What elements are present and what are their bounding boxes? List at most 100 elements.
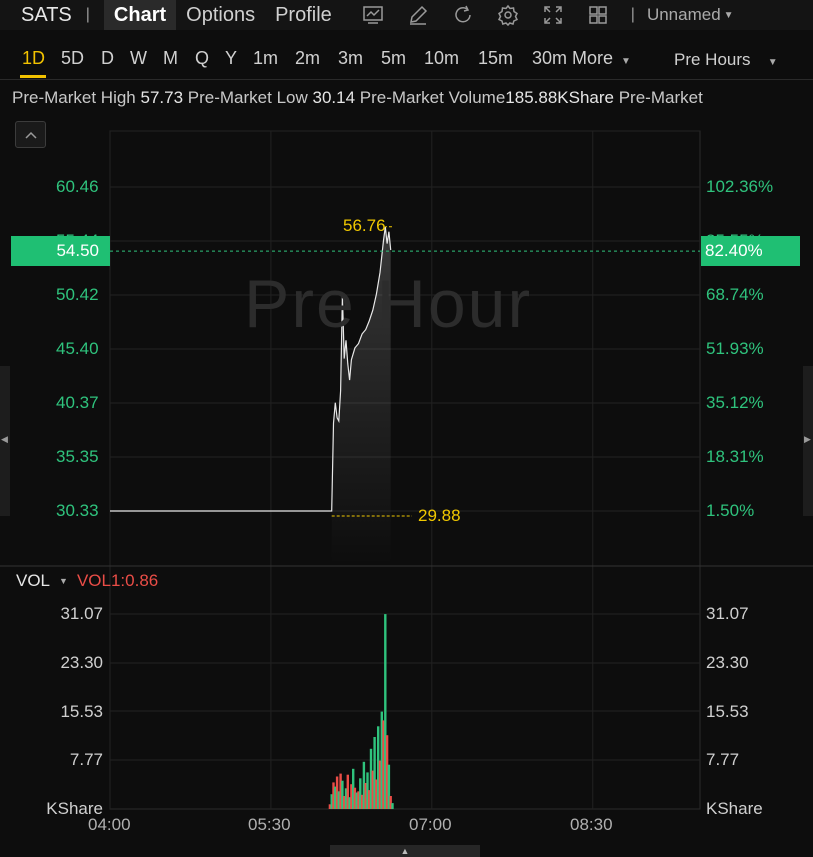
settings-gear-icon[interactable]: [496, 4, 520, 26]
volume-panel-header: VOL ▼ VOL1:0.86: [16, 571, 158, 591]
volume-label[interactable]: VOL: [16, 571, 51, 590]
volume-bar: [369, 748, 373, 809]
period-5d[interactable]: 5D: [61, 48, 85, 68]
volume-bar: [387, 764, 391, 809]
left-panel-handle[interactable]: ◀: [0, 366, 10, 516]
session-label: Pre Hours: [674, 50, 751, 69]
price-area-fill: [331, 226, 391, 566]
period-3m[interactable]: 3m: [338, 48, 364, 68]
more-periods-label: More: [572, 48, 614, 68]
session-watermark: Pre Hour: [244, 266, 533, 342]
layout-separator: |: [630, 6, 635, 23]
low-value: 30.14: [312, 88, 356, 107]
volume-bar: [368, 790, 371, 809]
volume-bar: [341, 780, 344, 809]
volume-indicator-value: VOL1:0.86: [76, 571, 159, 590]
percent-tick: 51.93%: [706, 339, 764, 358]
active-period-indicator: [20, 75, 46, 78]
period-y[interactable]: Y: [225, 48, 238, 68]
period-30m[interactable]: 30m: [532, 48, 568, 68]
period-10m[interactable]: 10m: [424, 48, 460, 68]
period-2m[interactable]: 2m: [295, 48, 321, 68]
price-tick: 45.40: [56, 339, 99, 358]
high-marker-label: 56.76: [343, 216, 386, 235]
draw-pen-icon[interactable]: [406, 4, 430, 26]
chevron-down-icon[interactable]: ▼: [59, 576, 68, 586]
period-5m[interactable]: 5m: [381, 48, 407, 68]
price-tick: 40.37: [56, 393, 99, 412]
volume-tick: 15.53: [60, 702, 103, 721]
price-tick: 30.33: [56, 501, 99, 520]
chart-grid: [0, 130, 813, 810]
volume-bar: [350, 784, 353, 809]
chevron-up-icon: [24, 131, 37, 139]
period-d[interactable]: D: [101, 48, 114, 68]
volume-bar: [389, 796, 392, 809]
volume-bar: [359, 778, 362, 809]
volume-bar: [353, 787, 357, 809]
chevron-down-icon: ▼: [621, 56, 631, 67]
right-panel-handle[interactable]: ▶: [803, 366, 813, 516]
top-navigation-bar: SATS | Chart Options Profile | Unnamed ▼: [0, 0, 813, 30]
volume-bar: [371, 770, 374, 809]
extra-stat-label: Pre-Market: [618, 88, 703, 107]
fullscreen-icon[interactable]: [541, 4, 565, 26]
chevron-down-icon: ▼: [723, 9, 734, 21]
high-value: 57.73: [140, 88, 184, 107]
layout-selector[interactable]: Unnamed ▼: [647, 5, 734, 25]
current-percent-tag: 82.40%: [701, 236, 800, 266]
period-m[interactable]: M: [163, 48, 178, 68]
volume-bar: [378, 760, 382, 809]
chevron-left-icon: ◀: [1, 434, 8, 444]
volume-tick: 15.53: [706, 702, 749, 721]
volume-bar: [362, 761, 366, 809]
tab-profile[interactable]: Profile: [275, 4, 332, 26]
volume-bar: [366, 772, 369, 809]
volume-bar: [344, 788, 348, 809]
percent-tick: 102.36%: [706, 177, 774, 196]
volume-unit: KShare: [706, 799, 763, 818]
volume-tick: 31.07: [60, 604, 103, 623]
period-15m[interactable]: 15m: [478, 48, 514, 68]
time-tick: 05:30: [248, 815, 291, 834]
period-w[interactable]: W: [130, 48, 147, 68]
session-selector[interactable]: Pre Hours ▼: [674, 50, 778, 70]
tab-options[interactable]: Options: [186, 4, 256, 26]
volume-bar: [330, 794, 333, 809]
volume-bar: [346, 774, 349, 809]
volume-bar: [357, 791, 360, 809]
current-price-tag: 54.50: [11, 236, 110, 266]
volume-bar: [337, 791, 340, 809]
time-tick: 08:30: [570, 815, 613, 834]
pre-market-stats: Pre-Market High 57.73 Pre-Market Low 30.…: [12, 88, 802, 112]
indicator-chart-icon[interactable]: [361, 4, 385, 26]
price-tick: 50.42: [56, 285, 99, 304]
high-label: Pre-Market High: [12, 88, 136, 107]
volume-bar: [348, 797, 351, 809]
volume-bar: [375, 779, 378, 809]
tab-chart[interactable]: Chart: [103, 0, 177, 30]
volume-bar: [382, 720, 385, 809]
chevron-down-icon: ▼: [767, 57, 778, 68]
bottom-panel-handle[interactable]: ▲: [330, 845, 480, 857]
period-1d[interactable]: 1D: [22, 48, 46, 68]
layout-grid-icon[interactable]: [586, 4, 610, 26]
volume-bar: [355, 792, 358, 809]
chevron-up-icon: ▲: [400, 846, 410, 856]
collapse-stats-button[interactable]: [15, 121, 46, 148]
more-periods-button[interactable]: More ▼: [572, 48, 631, 69]
refresh-icon[interactable]: [451, 4, 475, 26]
plot-border: [109, 130, 701, 810]
volume-bar: [391, 803, 394, 809]
ticker-symbol[interactable]: SATS: [21, 3, 72, 26]
volume-label: Pre-Market Volume: [359, 88, 506, 107]
period-1m[interactable]: 1m: [253, 48, 279, 68]
layout-name-label: Unnamed: [646, 5, 721, 24]
period-q[interactable]: Q: [195, 48, 210, 68]
volume-bar: [328, 804, 332, 809]
volume-tick: 23.30: [706, 653, 749, 672]
volume-tick: 23.30: [60, 653, 103, 672]
volume-bar: [360, 794, 364, 809]
volume-bar: [335, 776, 339, 809]
